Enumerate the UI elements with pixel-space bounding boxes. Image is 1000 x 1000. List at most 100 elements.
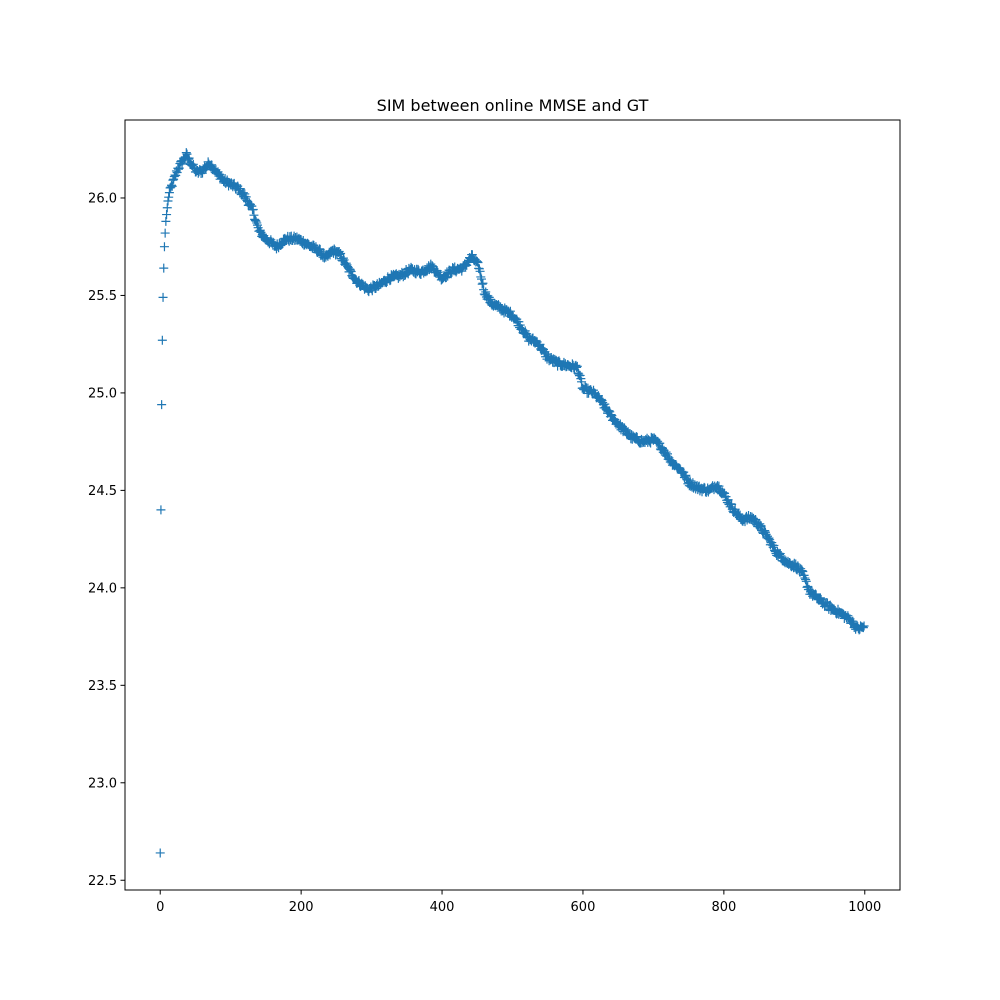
data-point	[467, 250, 477, 260]
data-point	[157, 335, 167, 345]
x-tick-label: 400	[430, 900, 455, 915]
plot-area-frame	[124, 119, 901, 891]
y-tick-label: 24.5	[88, 484, 117, 499]
x-tick-label: 800	[711, 900, 736, 915]
data-point	[801, 576, 811, 586]
data-point	[245, 200, 255, 210]
y-tick-label: 23.0	[88, 776, 117, 791]
data-point	[164, 188, 174, 198]
data-point	[252, 218, 262, 228]
data-point	[161, 216, 171, 226]
data-point	[345, 265, 355, 275]
data-point	[182, 149, 192, 159]
data-point	[162, 210, 172, 220]
data-point	[309, 240, 319, 250]
data-point	[797, 566, 807, 576]
x-tick-label: 600	[571, 900, 596, 915]
data-point	[241, 192, 251, 202]
data-point	[167, 181, 177, 191]
y-axis-ticks: 22.5 23.0 23.5 24.0 24.5 25.0 25.5 26.0	[88, 191, 125, 889]
data-point	[712, 482, 722, 492]
data-point	[859, 621, 869, 631]
data-point	[155, 848, 165, 858]
data-point	[505, 306, 515, 316]
data-point	[751, 514, 761, 524]
data-point	[598, 397, 608, 407]
data-point	[661, 447, 671, 457]
data-point	[248, 205, 258, 215]
x-tick-label: 200	[289, 900, 314, 915]
data-point	[336, 248, 346, 258]
data-point	[815, 593, 825, 603]
data-point	[472, 256, 482, 266]
data-point	[663, 449, 672, 459]
data-point	[338, 253, 348, 263]
data-point	[249, 210, 259, 220]
data-point	[484, 292, 494, 302]
data-point	[333, 247, 343, 257]
data-point	[345, 264, 355, 274]
data-point	[655, 438, 665, 448]
y-tick-label: 25.5	[88, 289, 117, 304]
y-tick-label: 23.5	[88, 679, 117, 694]
data-point	[604, 406, 614, 416]
y-tick-label: 24.0	[88, 581, 117, 596]
data-point	[714, 481, 724, 491]
data-point	[477, 279, 487, 289]
data-point	[207, 160, 217, 170]
x-axis-ticks: 0 200 400 600 800 1000	[156, 890, 881, 915]
data-point	[665, 455, 675, 465]
data-point	[174, 164, 184, 174]
data-point	[184, 153, 194, 163]
data-point	[276, 240, 286, 250]
y-tick-label: 22.5	[88, 874, 117, 889]
data-point	[653, 436, 663, 446]
data-point	[776, 551, 786, 561]
data-point	[159, 263, 169, 273]
data-point	[162, 203, 172, 213]
data-point	[159, 242, 169, 252]
data-point	[554, 356, 564, 366]
data-point	[181, 148, 191, 158]
data-point	[798, 567, 808, 577]
data-point	[802, 582, 812, 592]
data-point	[478, 278, 488, 288]
data-point	[756, 521, 766, 531]
data-point	[166, 182, 176, 192]
x-tick-label: 1000	[848, 900, 881, 915]
data-point	[571, 360, 581, 370]
data-point	[157, 400, 167, 410]
data-point	[577, 377, 587, 387]
data-point	[160, 228, 170, 238]
data-point	[473, 258, 483, 268]
data-point	[760, 527, 770, 537]
data-point	[717, 487, 727, 497]
data-point	[255, 225, 265, 235]
data-point	[540, 347, 550, 357]
data-point	[620, 423, 630, 433]
data-point	[475, 266, 485, 276]
chart-title: SIM between online MMSE and GT	[377, 96, 649, 115]
data-point	[477, 274, 486, 284]
data-point	[481, 287, 491, 297]
data-point	[801, 575, 811, 585]
data-point	[476, 272, 486, 282]
data-point	[167, 180, 176, 190]
data-point	[727, 499, 737, 509]
data-point	[158, 292, 168, 302]
y-tick-label: 26.0	[88, 191, 117, 206]
data-point	[479, 285, 489, 295]
data-point	[323, 251, 333, 261]
data-point	[760, 526, 770, 536]
data-point	[572, 361, 582, 371]
data-series	[155, 148, 869, 858]
data-point	[156, 505, 166, 515]
data-point	[251, 216, 261, 226]
data-point	[574, 369, 584, 379]
x-tick-label: 0	[156, 900, 164, 915]
data-point	[810, 589, 820, 599]
data-point	[163, 196, 173, 206]
data-point	[346, 266, 356, 276]
y-tick-label: 25.0	[88, 386, 117, 401]
